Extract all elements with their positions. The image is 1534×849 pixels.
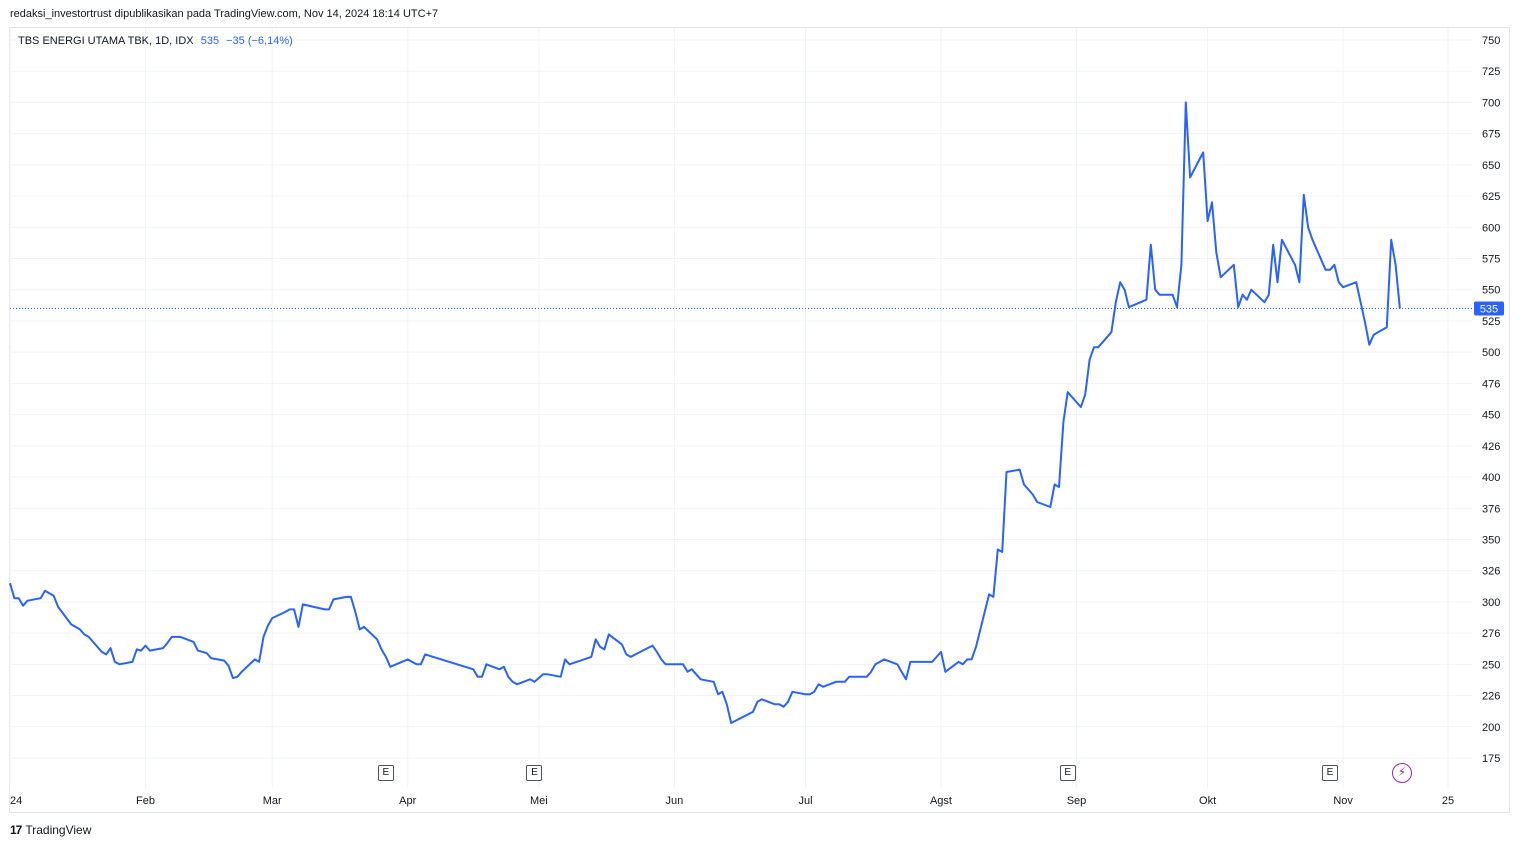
x-tick-label: Nov (1333, 795, 1353, 807)
tradingview-logo-icon: 17 (10, 823, 22, 837)
x-axis-labels: 24 Feb Mar Apr Mei Jun Jul Agst Sep Okt Nov 25 (10, 795, 1454, 807)
lightning-icon[interactable]: ⚡ (1392, 763, 1412, 783)
x-tick-label: Okt (1199, 795, 1216, 807)
y-tick-label: 226 (1482, 691, 1500, 703)
earnings-event-marker[interactable]: E (1059, 765, 1076, 781)
y-tick-label: 200 (1482, 722, 1500, 734)
grid-lines (9, 28, 1472, 788)
earnings-event-marker[interactable]: E (377, 765, 394, 781)
x-tick-label: Mar (263, 795, 282, 807)
x-tick-label: Jul (798, 795, 812, 807)
y-tick-label: 700 (1482, 97, 1500, 109)
x-tick-label: Apr (399, 795, 416, 807)
y-tick-label: 600 (1482, 222, 1500, 234)
y-axis-labels: 750 725 700 675 650 625 600 575 550 525 500 476 450 4… (1482, 35, 1500, 765)
brand-name: TradingView (25, 823, 92, 837)
y-tick-label: 426 (1482, 441, 1500, 453)
publish-attribution: redaksi_investortrust dipublikasikan pad… (10, 8, 439, 20)
x-tick-label: Sep (1067, 795, 1087, 807)
y-tick-label: 500 (1482, 347, 1500, 359)
y-tick-label: 400 (1482, 472, 1500, 484)
x-tick-label: Jun (665, 795, 683, 807)
x-tick-label: Agst (930, 795, 952, 807)
y-tick-label: 525 (1482, 316, 1500, 328)
price-line (9, 101, 1401, 724)
y-tick-label: 250 (1482, 659, 1500, 671)
y-tick-label: 376 (1482, 503, 1500, 515)
y-tick-label: 300 (1482, 597, 1500, 609)
earnings-event-marker[interactable]: E (526, 765, 543, 781)
last-price-badge-text: 535 (1480, 303, 1498, 315)
y-tick-label: 675 (1482, 129, 1500, 141)
y-tick-label: 575 (1482, 254, 1500, 266)
last-price-tag: 535 (10, 301, 1504, 316)
earnings-event-marker[interactable]: E (1321, 765, 1338, 781)
y-tick-label: 450 (1482, 410, 1500, 422)
x-tick-label: Feb (136, 795, 155, 807)
y-tick-label: 750 (1482, 35, 1500, 47)
y-tick-label: 650 (1482, 160, 1500, 172)
y-tick-label: 350 (1482, 534, 1500, 546)
y-tick-label: 725 (1482, 66, 1500, 78)
y-tick-label: 550 (1482, 285, 1500, 297)
y-tick-label: 276 (1482, 628, 1500, 640)
last-price-value: 535 (200, 35, 220, 47)
x-tick-label: Mei (530, 795, 548, 807)
symbol-label: TBS ENERGI UTAMA TBK, 1D, IDX (18, 35, 194, 47)
chart-legend: TBS ENERGI UTAMA TBK, 1D, IDX 535 −35 (−… (18, 35, 293, 47)
price-change-value: −35 (−6,14%) (226, 35, 293, 47)
x-tick-label: 24 (10, 795, 22, 807)
footer-brand: 17 TradingView (10, 823, 91, 837)
y-tick-label: 326 (1482, 566, 1500, 578)
x-tick-label: 25 (1442, 795, 1454, 807)
y-tick-label: 476 (1482, 378, 1500, 390)
y-tick-label: 175 (1482, 753, 1500, 765)
y-tick-label: 625 (1482, 191, 1500, 203)
price-series (9, 101, 1401, 724)
last-price-badge (1474, 301, 1504, 316)
